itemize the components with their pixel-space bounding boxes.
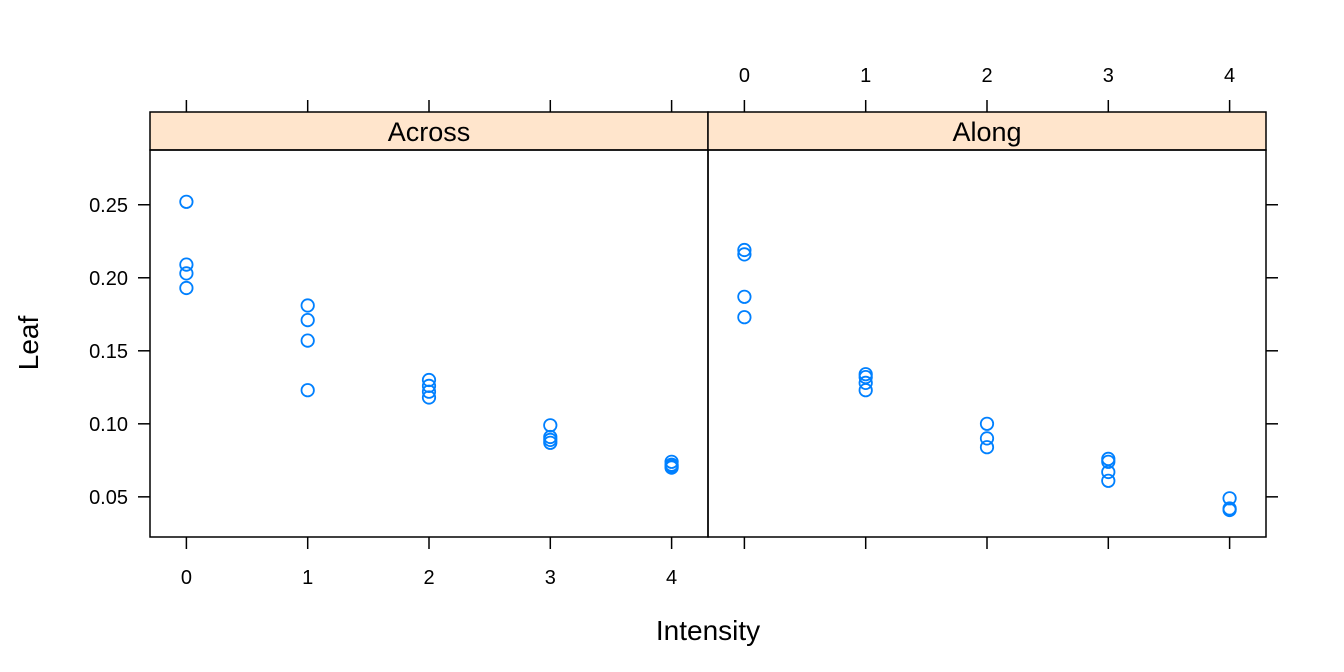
x-tick-label: 3 (545, 567, 556, 589)
x-tick-label-top: 3 (1103, 65, 1114, 87)
plot-area-along (707, 149, 1267, 538)
data-point (179, 257, 194, 272)
data-point (737, 242, 752, 258)
points-across (179, 194, 679, 475)
data-point (421, 384, 437, 399)
data-point (421, 390, 437, 405)
data-point (1101, 454, 1116, 469)
data-point (543, 435, 558, 450)
y-axis-left: 0.05 0.10 0.15 0.20 0.25 (89, 195, 150, 509)
x-tick-label-top: 0 (739, 65, 750, 87)
data-point (737, 310, 752, 325)
data-point (979, 431, 995, 446)
data-point (664, 460, 679, 475)
data-point (737, 289, 752, 304)
x-axis-top: 0 1 2 3 4 (185, 65, 1235, 112)
data-point (300, 333, 315, 348)
y-tick-label: 0.15 (89, 341, 128, 363)
data-point (1101, 451, 1116, 466)
x-axis-title: Intensity (656, 615, 760, 646)
data-point (179, 194, 194, 209)
x-axis-bottom: 0 1 2 3 4 (181, 537, 1231, 589)
x-tick-label-top: 4 (1224, 65, 1235, 87)
y-tick-label: 0.25 (89, 195, 128, 217)
points-along (737, 242, 1237, 518)
y-tick-label: 0.10 (89, 414, 128, 436)
panel-along: Along (707, 111, 1267, 538)
data-point (979, 416, 995, 431)
data-point (300, 298, 315, 313)
data-point (543, 432, 558, 447)
strip-label-across: Across (388, 117, 471, 147)
x-tick-label: 2 (423, 567, 434, 589)
y-axis-title: Leaf (13, 316, 44, 371)
data-point (179, 280, 194, 296)
strip-across (149, 111, 709, 151)
y-tick-label: 0.20 (89, 268, 128, 290)
y-axis-right (1266, 204, 1278, 498)
y-tick-label: 0.05 (89, 487, 128, 509)
data-point (300, 312, 315, 328)
x-tick-label-top: 2 (981, 65, 992, 87)
data-point (979, 440, 995, 455)
x-tick-label-top: 1 (860, 65, 871, 87)
data-point (300, 383, 315, 398)
x-tick-label: 0 (181, 567, 192, 589)
x-tick-label: 4 (666, 567, 677, 589)
strip-label-along: Along (952, 117, 1021, 147)
data-point (858, 383, 873, 398)
data-point (737, 247, 752, 262)
data-point (1101, 473, 1116, 488)
plot-area-across (149, 149, 709, 538)
panel-across: Across (149, 111, 709, 538)
data-point (543, 418, 558, 433)
data-point (1101, 464, 1116, 480)
data-point (179, 266, 194, 281)
x-tick-label: 1 (302, 567, 313, 589)
data-point (858, 375, 873, 390)
data-point (1222, 502, 1237, 518)
